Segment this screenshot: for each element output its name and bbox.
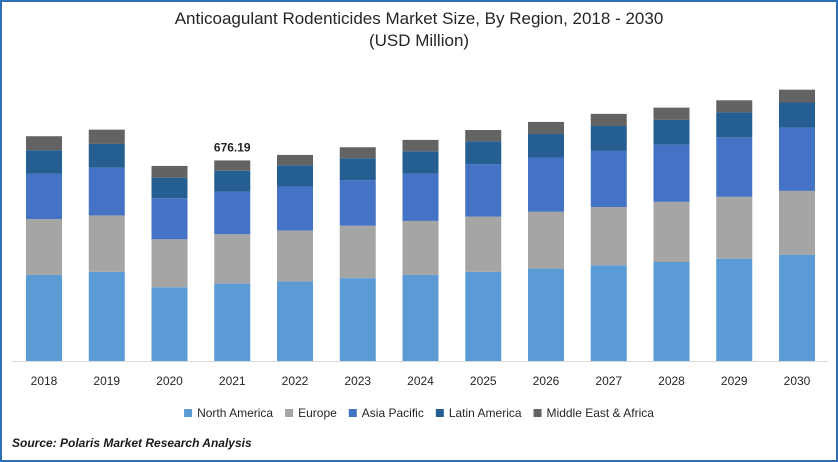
legend-label-north-america: North America [197, 406, 273, 420]
bar-segment-2027-asia-pacific [590, 150, 627, 207]
bar-segment-2018-north-america [26, 274, 62, 361]
data-label-2021: 676.19 [214, 140, 251, 154]
bar-segment-2020-north-america [151, 287, 188, 361]
bar-segment-2019-middle-east-africa [88, 129, 125, 144]
bar-segment-2026-europe [528, 211, 564, 269]
legend-label-europe: Europe [298, 406, 337, 420]
bar-segment-2021-asia-pacific [214, 191, 251, 235]
bar-segment-2028-north-america [653, 262, 690, 361]
bar-segment-2022-north-america [277, 281, 313, 361]
legend-swatch-middle-east-africa [533, 409, 542, 417]
bar-segment-2025-middle-east-africa [465, 130, 502, 142]
bar-segment-2020-latin-america [151, 177, 188, 199]
bar-segment-2022-middle-east-africa [277, 154, 313, 166]
bar-segment-2021-latin-america [214, 170, 251, 192]
bar-segment-2027-north-america [590, 265, 627, 361]
bar-segment-2029-asia-pacific [716, 137, 753, 197]
bar-segment-2024-latin-america [402, 151, 439, 174]
x-tick-label-2030: 2030 [784, 374, 811, 388]
bar-segment-2030-north-america [779, 254, 815, 361]
chart-title-block: Anticoagulant Rodenticides Market Size, … [2, 8, 836, 52]
x-tick-label-2022: 2022 [282, 374, 309, 388]
bar-segment-2019-latin-america [88, 143, 125, 168]
x-tick-label-2025: 2025 [470, 374, 497, 388]
x-tick-label-2028: 2028 [658, 374, 685, 388]
bar-segment-2030-asia-pacific [779, 127, 815, 191]
bar-segment-2018-europe [26, 219, 62, 275]
bar-segment-2024-europe [402, 220, 439, 275]
bar-segment-2027-europe [590, 207, 627, 266]
bar-segment-2027-middle-east-africa [590, 113, 627, 126]
bar-segment-2030-latin-america [779, 102, 815, 128]
bar-segment-2024-middle-east-africa [402, 139, 439, 152]
chart-title: Anticoagulant Rodenticides Market Size, … [174, 9, 664, 28]
bar-segment-2018-asia-pacific [26, 173, 62, 220]
bar-segment-2025-latin-america [465, 141, 502, 165]
bar-segment-2022-asia-pacific [277, 186, 313, 231]
legend-swatch-north-america [184, 409, 193, 417]
bar-segment-2019-asia-pacific [88, 167, 125, 216]
bar-segment-2022-latin-america [277, 165, 313, 187]
bar-segment-2019-north-america [88, 271, 125, 361]
bar-segment-2028-asia-pacific [653, 144, 690, 202]
bar-segment-2024-asia-pacific [402, 173, 439, 221]
bar-segment-2026-north-america [528, 268, 564, 361]
x-tick-label-2024: 2024 [407, 374, 434, 388]
bar-segment-2026-asia-pacific [528, 157, 564, 212]
x-tick-label-2023: 2023 [344, 374, 371, 388]
bar-segment-2026-middle-east-africa [528, 121, 564, 135]
bar-segment-2028-middle-east-africa [653, 107, 690, 120]
bar-segment-2028-latin-america [653, 119, 690, 145]
bar-segment-2029-europe [716, 196, 753, 259]
bar-segment-2018-middle-east-africa [26, 136, 62, 151]
bar-segment-2023-latin-america [339, 158, 376, 181]
bar-segment-2021-middle-east-africa [214, 160, 251, 171]
x-tick-label-2029: 2029 [721, 374, 748, 388]
bar-segment-2020-middle-east-africa [151, 165, 188, 178]
legend-label-asia-pacific: Asia Pacific [362, 406, 424, 420]
bar-segment-2023-north-america [339, 278, 376, 361]
bar-segment-2025-asia-pacific [465, 164, 502, 217]
bar-segment-2030-middle-east-africa [779, 89, 815, 103]
bar-segment-2029-middle-east-africa [716, 100, 753, 113]
bar-segment-2025-north-america [465, 271, 502, 361]
bar-segment-2027-latin-america [590, 125, 627, 151]
legend-swatch-europe [285, 409, 294, 417]
bar-segment-2030-europe [779, 190, 815, 255]
x-tick-label-2019: 2019 [93, 374, 120, 388]
legend-label-middle-east-africa: Middle East & Africa [547, 406, 655, 420]
source-note: Source: Polaris Market Research Analysis [12, 436, 252, 450]
x-tick-label-2020: 2020 [156, 374, 183, 388]
chart-subtitle: (USD Million) [368, 31, 470, 50]
bar-segment-2023-middle-east-africa [339, 147, 376, 159]
legend-label-latin-america: Latin America [449, 406, 522, 420]
bar-segment-2023-asia-pacific [339, 180, 376, 226]
bar-segment-2018-latin-america [26, 150, 62, 174]
stacked-bar-chart: 2018 2019 2020 2021 676.19 2022 2023 2024 2025 20… [12, 89, 828, 420]
bar-segment-2021-europe [214, 234, 251, 284]
bar-segment-2026-latin-america [528, 134, 564, 158]
bar-segment-2019-europe [88, 215, 125, 272]
bar-segment-2021-north-america [214, 283, 251, 361]
x-tick-label-2021: 2021 [219, 374, 246, 388]
bar-segment-2022-europe [277, 230, 313, 282]
x-tick-label-2027: 2027 [595, 374, 622, 388]
bar-segment-2029-north-america [716, 258, 753, 361]
bar-segment-2020-asia-pacific [151, 198, 188, 240]
x-tick-label-2018: 2018 [31, 374, 58, 388]
bar-segment-2029-latin-america [716, 112, 753, 138]
bar-segment-2024-north-america [402, 274, 439, 361]
legend-swatch-latin-america [435, 409, 444, 417]
bar-segment-2023-europe [339, 225, 376, 279]
bar-segment-2028-europe [653, 201, 690, 262]
bar-segment-2025-europe [465, 216, 502, 272]
legend-swatch-asia-pacific [348, 409, 357, 417]
x-tick-label-2026: 2026 [533, 374, 560, 388]
bar-segment-2020-europe [151, 239, 188, 288]
